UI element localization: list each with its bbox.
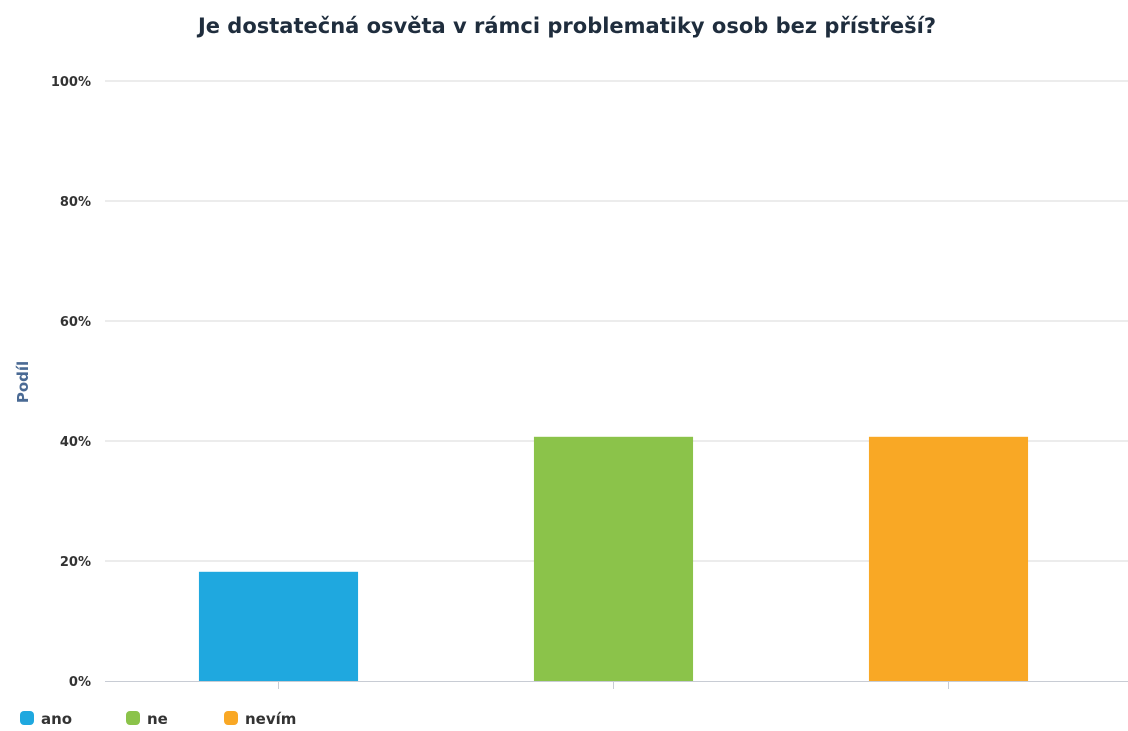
y-tick-label: 60%	[60, 315, 91, 330]
y-tick-label: 20%	[60, 555, 91, 570]
legend-swatch-ano	[20, 711, 34, 725]
legend-swatch-ne	[126, 711, 140, 725]
legend-label-nevím[interactable]: nevím	[245, 710, 296, 728]
legend-label-ne[interactable]: ne	[147, 710, 168, 728]
x-ticks	[278, 681, 949, 689]
y-tick-label: 80%	[60, 195, 91, 210]
legend: ano ne nevím	[20, 710, 296, 728]
chart-title: Je dostatečná osvěta v rámci problematik…	[196, 14, 936, 38]
bars	[198, 436, 1029, 681]
y-tick-labels: 0% 20% 40% 60% 80% 100%	[51, 75, 91, 690]
legend-label-ano[interactable]: ano	[41, 710, 72, 728]
y-axis-title: Podíl	[14, 361, 32, 403]
legend-swatch-nevím	[224, 711, 238, 725]
y-tick-label: 0%	[69, 675, 91, 690]
y-tick-label: 100%	[51, 75, 91, 90]
bar-ne[interactable]	[533, 436, 694, 681]
bar-nevím[interactable]	[868, 436, 1029, 681]
y-tick-label: 40%	[60, 435, 91, 450]
bar-ano[interactable]	[198, 571, 359, 681]
